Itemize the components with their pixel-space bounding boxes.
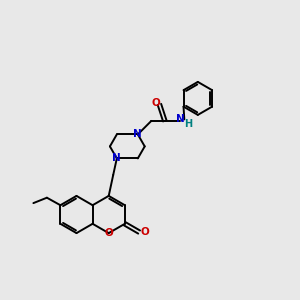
Text: O: O: [152, 98, 160, 108]
Text: N: N: [134, 129, 142, 140]
Text: N: N: [176, 114, 185, 124]
Text: O: O: [104, 228, 113, 238]
Text: O: O: [141, 227, 149, 237]
Text: H: H: [184, 119, 192, 129]
Text: N: N: [112, 153, 121, 164]
